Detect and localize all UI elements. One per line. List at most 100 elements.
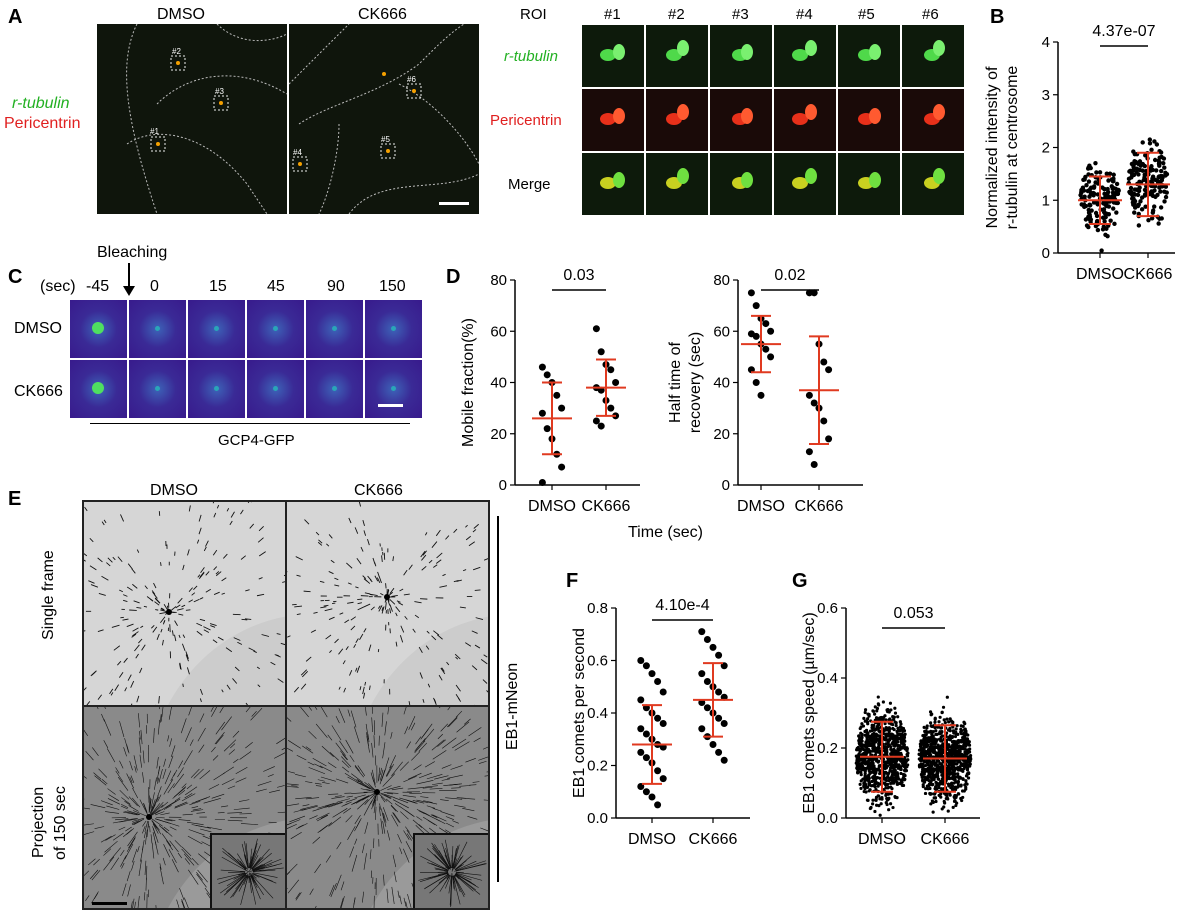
roi-tile <box>646 25 708 87</box>
data-point <box>1106 178 1111 183</box>
data-point <box>1111 172 1116 177</box>
panel-label-b: B <box>990 6 1005 28</box>
data-point <box>1104 192 1110 197</box>
data-point <box>956 758 960 763</box>
data-point <box>884 766 888 770</box>
frap-tile <box>365 360 422 418</box>
data-point <box>1159 154 1164 160</box>
data-point <box>952 774 956 778</box>
data-point <box>1087 202 1092 207</box>
data-point <box>538 409 546 417</box>
data-point <box>943 720 947 725</box>
data-point <box>964 779 968 783</box>
data-point <box>1149 216 1155 221</box>
col-ck666-label: CK666 <box>358 6 407 23</box>
data-point <box>1149 164 1154 169</box>
data-point <box>1142 163 1148 169</box>
time-6: 150 <box>379 278 406 295</box>
data-point <box>949 767 953 771</box>
data-point <box>954 803 958 808</box>
data-point <box>927 778 931 783</box>
frap-tile <box>129 300 186 358</box>
panel-label-f: F <box>566 570 579 592</box>
data-point <box>1085 188 1090 194</box>
data-point <box>929 713 933 717</box>
data-point <box>871 802 875 806</box>
data-point <box>1097 170 1103 175</box>
data-point <box>859 742 864 746</box>
data-point <box>951 734 955 739</box>
data-point <box>966 776 971 780</box>
data-point <box>880 797 884 801</box>
data-point <box>954 727 958 731</box>
time-2: 0 <box>150 278 159 295</box>
data-point <box>864 719 869 723</box>
data-point <box>1163 173 1168 178</box>
data-point <box>938 748 942 752</box>
data-point <box>942 718 946 722</box>
data-point <box>1089 208 1094 213</box>
data-point <box>962 731 966 735</box>
data-point <box>926 736 930 740</box>
data-point <box>878 751 882 755</box>
data-point <box>935 759 939 763</box>
eb1-projection-dmso <box>82 705 287 910</box>
data-point <box>901 742 906 746</box>
data-point <box>892 781 896 785</box>
data-point <box>947 763 951 768</box>
data-point <box>888 701 893 705</box>
y-tick-label: 0.4 <box>587 705 608 722</box>
data-point <box>553 391 561 399</box>
data-point <box>879 802 883 806</box>
y-tick-label: 40 <box>713 375 730 392</box>
micrograph-ck666: #6 #5 #4 <box>289 24 479 214</box>
data-point <box>863 771 867 775</box>
bleaching-arrow <box>128 263 130 291</box>
data-point <box>659 720 667 727</box>
data-point <box>950 740 955 744</box>
data-point <box>762 320 770 328</box>
data-point <box>962 720 966 724</box>
roi-tile <box>710 25 772 87</box>
data-point <box>881 700 885 704</box>
data-point <box>887 726 891 730</box>
data-point <box>940 734 945 738</box>
data-point <box>1152 204 1157 209</box>
data-point <box>934 732 938 736</box>
data-point <box>873 740 877 744</box>
data-point <box>882 781 886 785</box>
micrograph-dmso: #2 #3 #1 <box>97 24 287 214</box>
data-point <box>1142 175 1147 180</box>
p-value: 4.37e-07 <box>1092 23 1155 40</box>
data-point <box>720 720 728 727</box>
data-point <box>1102 186 1107 192</box>
data-point <box>901 729 905 733</box>
data-point <box>883 745 887 749</box>
chart-d-mobile-fraction: 0 20 40 60 80 DMSO CK666 Mobile fraction(%) 0.03 <box>460 268 640 515</box>
eb1-single-ck666 <box>285 500 490 707</box>
data-point <box>558 404 566 412</box>
bleaching-label: Bleaching <box>97 244 168 261</box>
data-point <box>1132 210 1137 215</box>
data-point <box>893 711 898 715</box>
data-point <box>896 743 901 748</box>
data-point <box>923 769 927 774</box>
x-tick-label: CK666 <box>795 498 844 515</box>
data-point <box>863 757 867 761</box>
data-point <box>946 809 950 813</box>
data-point <box>919 755 924 759</box>
data-point <box>933 717 937 721</box>
data-point <box>859 770 863 774</box>
roi-tile <box>774 89 836 151</box>
data-point <box>965 737 970 741</box>
data-point <box>955 724 959 728</box>
data-point <box>940 710 944 715</box>
data-point <box>955 775 959 779</box>
data-point <box>871 775 875 780</box>
data-point <box>1147 137 1153 142</box>
data-point <box>1093 210 1099 216</box>
data-point <box>931 810 935 814</box>
roi-tile <box>582 153 644 215</box>
data-point <box>810 461 818 468</box>
data-point <box>858 782 862 786</box>
